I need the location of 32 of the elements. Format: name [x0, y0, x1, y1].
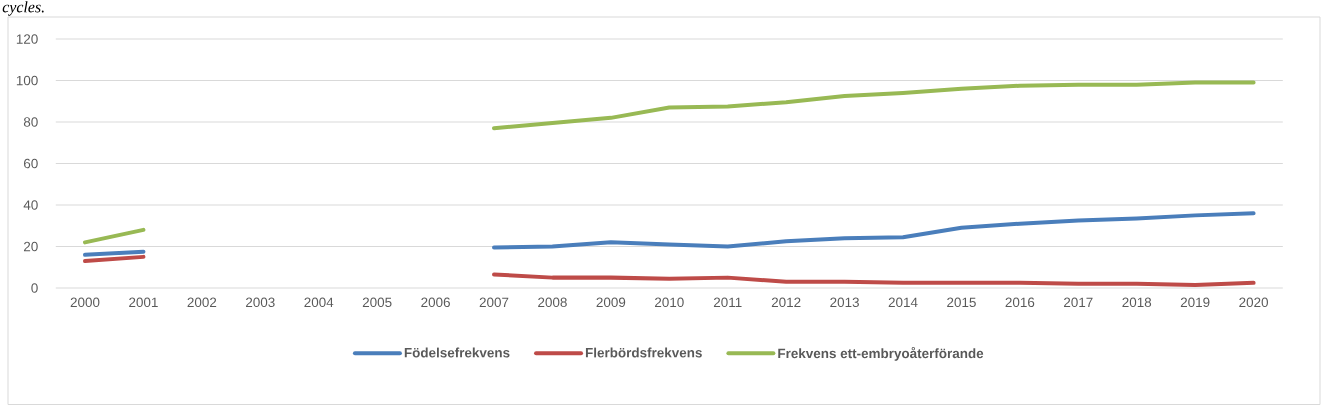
x-tick-label: 2015	[947, 297, 976, 308]
x-tick-label: 2019	[1180, 297, 1210, 308]
x-tick-label: 2008	[538, 297, 567, 308]
x-tick-label: 2005	[362, 297, 392, 308]
legend-label: Frekvens ett-embryoåterförande	[778, 346, 984, 361]
x-tick-label: 2012	[771, 297, 801, 308]
x-tick-label: 2000	[70, 297, 100, 308]
x-tick-label: 2016	[1005, 297, 1035, 308]
y-tick-label: 100	[16, 75, 38, 86]
x-tick-label: 2013	[830, 297, 859, 308]
y-tick-label: 60	[24, 158, 38, 169]
x-tick-label: 2011	[713, 297, 742, 308]
text: cycles.	[2, 1, 44, 16]
x-tick-label: 2001	[129, 297, 158, 308]
y-tick-label: 120	[16, 34, 38, 44]
x-tick-label: 2007	[479, 297, 509, 308]
legend-label: Födelsefrekvens	[404, 347, 510, 358]
y-tick-label: 0	[31, 283, 38, 293]
x-tick-label: 2004	[304, 297, 334, 308]
x-tick-label: 2002	[187, 297, 217, 308]
x-tick-label: 2020	[1239, 297, 1269, 308]
x-tick-label: 2009	[596, 297, 626, 308]
legend-label: Flerbördsfrekvens	[585, 347, 702, 358]
x-tick-label: 2014	[888, 297, 918, 308]
x-tick-label: 2006	[421, 297, 450, 308]
x-tick-label: 2018	[1122, 297, 1152, 308]
x-tick-label: 2017	[1064, 297, 1093, 308]
x-tick-label: 2003	[246, 297, 275, 308]
y-tick-label: 40	[23, 200, 38, 210]
y-tick-label: 20	[23, 241, 38, 252]
x-tick-label: 2010	[655, 297, 684, 308]
y-tick-label: 80	[23, 117, 38, 127]
